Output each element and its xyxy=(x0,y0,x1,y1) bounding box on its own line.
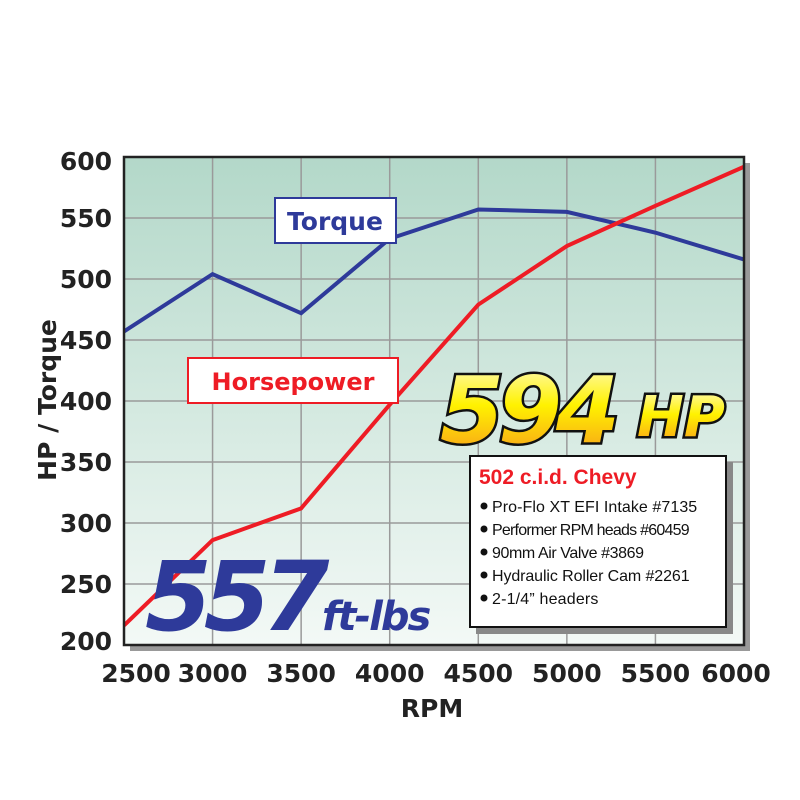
bullet-icon xyxy=(480,548,488,556)
legend-horsepower-label: Horsepower xyxy=(212,368,375,396)
peak-torque-number: 557 xyxy=(145,541,330,653)
bullet-icon xyxy=(480,502,488,510)
legend-torque-label: Torque xyxy=(287,207,383,236)
y-tick-label: 450 xyxy=(60,326,112,355)
series-line-torque xyxy=(122,207,745,334)
x-tick-label: 5000 xyxy=(532,659,602,688)
y-tick-label: 200 xyxy=(60,627,112,656)
series-line-horsepower xyxy=(122,164,745,627)
plot-frame xyxy=(122,155,746,647)
y-tick-label: 400 xyxy=(60,387,112,416)
bullet-icon xyxy=(480,571,488,579)
x-tick-label: 3000 xyxy=(178,659,248,688)
x-tick-label: 2500 xyxy=(101,659,171,688)
x-tick-label: 3500 xyxy=(266,659,336,688)
x-tick-label: 4000 xyxy=(355,659,425,688)
peak-hp-annotation: 594 HP xyxy=(438,355,728,467)
spec-item: Performer RPM heads #60459 xyxy=(492,522,690,539)
spec-item: Pro-Flo XT EFI Intake #7135 xyxy=(492,499,697,516)
x-tick-label: 5500 xyxy=(621,659,691,688)
spec-item: 2-1/4” headers xyxy=(492,591,598,608)
x-tick-label: 4500 xyxy=(443,659,513,688)
spec-item: 90mm Air Valve #3869 xyxy=(492,545,644,562)
spec-item: Hydraulic Roller Cam #2261 xyxy=(492,568,690,585)
y-tick-label: 300 xyxy=(60,509,112,538)
x-tick-label: 6000 xyxy=(701,659,771,688)
y-tick-label: 600 xyxy=(60,147,112,176)
x-axis-label: RPM xyxy=(401,694,463,723)
spec-box-title: 502 c.i.d. Chevy xyxy=(479,466,637,489)
peak-torque-annotation: 557 ft-lbs xyxy=(145,541,432,653)
peak-torque-unit: ft-lbs xyxy=(322,594,430,640)
legend-horsepower: Horsepower xyxy=(187,357,399,404)
y-tick-label: 500 xyxy=(60,265,112,294)
peak-hp-number: 594 xyxy=(440,357,615,464)
bullet-icon xyxy=(480,594,488,602)
y-axis-label: HP / Torque xyxy=(33,319,62,481)
y-tick-label: 350 xyxy=(60,448,112,477)
peak-hp-unit: HP xyxy=(637,385,725,450)
y-tick-label: 250 xyxy=(60,570,112,599)
y-tick-label: 550 xyxy=(60,204,112,233)
spec-box: 502 c.i.d. Chevy Pro-Flo XT EFI Intake #… xyxy=(469,455,733,634)
bullet-icon xyxy=(480,525,488,533)
legend-torque: Torque xyxy=(274,197,397,244)
